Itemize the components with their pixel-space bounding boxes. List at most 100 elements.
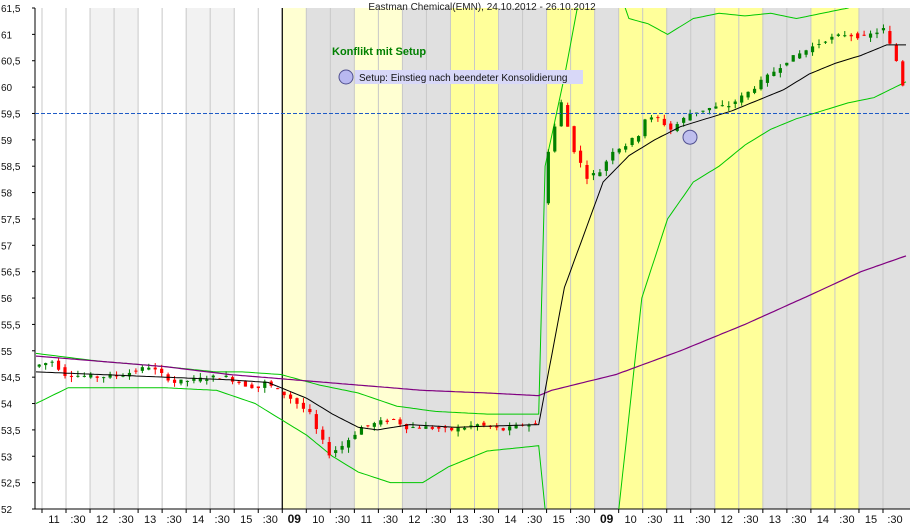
candle-body xyxy=(714,106,718,109)
candle-body xyxy=(205,379,209,381)
setup-entry-marker[interactable] xyxy=(682,129,698,145)
candle-body xyxy=(127,372,132,377)
setup-annotation: Konflikt mit Setup Setup: Einstieg nach … xyxy=(332,46,583,85)
candle-body xyxy=(237,381,241,384)
x-tick-label: 15 xyxy=(865,514,877,525)
candle-body xyxy=(462,427,467,430)
candle-body xyxy=(411,427,415,429)
y-tick-label: 59 xyxy=(1,136,13,147)
candle-body xyxy=(140,367,144,371)
candle-body xyxy=(791,55,795,62)
candle-body xyxy=(546,151,550,204)
candle-body xyxy=(321,429,325,440)
candle-body xyxy=(172,379,177,383)
candle-body xyxy=(443,426,447,428)
candle-body xyxy=(566,105,570,127)
candle-body xyxy=(533,423,538,425)
candle-body xyxy=(256,386,260,389)
moving-average-long-line xyxy=(35,255,907,397)
candle-body xyxy=(224,375,228,378)
candle-body xyxy=(888,31,892,44)
candle-body xyxy=(50,361,54,363)
x-tick-label: 11 xyxy=(361,514,372,525)
y-tick-label: 60 xyxy=(1,83,13,94)
x-tick-label: :30 xyxy=(647,514,662,525)
y-tick-label: 52,5 xyxy=(1,479,21,490)
candle-body xyxy=(662,118,666,126)
setup-label: Setup: Einstieg nach beendeter Konsolidi… xyxy=(359,73,567,84)
candle-body xyxy=(836,34,840,36)
candle-body xyxy=(868,33,873,38)
candle-body xyxy=(514,424,518,429)
x-tick-label: 14 xyxy=(817,514,829,525)
y-tick-label: 58 xyxy=(1,189,13,200)
x-tick-label: :30 xyxy=(431,514,446,525)
candle-body xyxy=(604,161,608,171)
x-tick-label: 15 xyxy=(240,514,252,525)
candle-body xyxy=(153,367,157,370)
candle-body xyxy=(346,440,351,448)
candle-body xyxy=(843,35,847,37)
x-tick-label: :30 xyxy=(166,514,181,525)
candle-body xyxy=(198,377,202,382)
candle-body xyxy=(160,368,164,374)
candle-body xyxy=(624,146,628,150)
x-tick-label: :30 xyxy=(215,514,230,525)
candle-body xyxy=(179,379,183,384)
candle-body xyxy=(862,34,866,36)
candle-body xyxy=(688,113,692,121)
candle-body xyxy=(456,427,460,432)
candle-body xyxy=(121,375,125,377)
candle-body xyxy=(785,62,789,66)
session-band xyxy=(35,8,91,509)
candle-body xyxy=(263,381,267,388)
candle-body xyxy=(114,375,119,377)
candle-body xyxy=(707,107,712,111)
candle-body xyxy=(230,377,235,382)
candle-body xyxy=(881,28,886,31)
candle-body xyxy=(617,148,621,153)
candle-body xyxy=(359,427,364,435)
candle-body xyxy=(63,367,67,376)
candle-body xyxy=(430,427,434,429)
x-tick-label: :30 xyxy=(887,514,902,525)
chart-title: Eastman Chemical(EMN), 24.10.2012 - 26.1… xyxy=(368,2,596,13)
candle-body xyxy=(804,50,808,55)
candles xyxy=(37,24,905,459)
candle-body xyxy=(69,375,74,377)
x-tick-label: :30 xyxy=(383,514,398,525)
candle-body xyxy=(611,151,615,161)
candle-body xyxy=(830,36,834,40)
x-tick-label: :30 xyxy=(743,514,758,525)
x-tick-label: 11 xyxy=(48,514,59,525)
x-tick-label: :30 xyxy=(575,514,590,525)
candle-body xyxy=(675,124,679,131)
x-tick-label: :30 xyxy=(479,514,494,525)
candle-body xyxy=(720,105,724,107)
candle-body xyxy=(475,424,480,427)
candle-body xyxy=(495,425,499,428)
candle-body xyxy=(314,414,318,430)
candle-body xyxy=(598,172,602,177)
candle-body xyxy=(95,376,99,378)
candle-body xyxy=(250,384,254,389)
candle-body xyxy=(398,419,402,425)
candle-body xyxy=(901,61,905,86)
x-tick-label: 11 xyxy=(673,514,684,525)
candle-body xyxy=(875,32,879,35)
candle-body xyxy=(740,95,744,103)
y-tick-label: 55 xyxy=(1,347,13,358)
candle-body xyxy=(727,106,731,108)
candle-body xyxy=(185,380,190,382)
candle-body xyxy=(282,391,286,396)
session-band xyxy=(858,8,910,509)
candle-body xyxy=(353,434,357,439)
candle-body xyxy=(817,43,821,45)
y-tick-label: 57 xyxy=(1,241,13,252)
x-tick-label: 09 xyxy=(600,512,614,525)
y-tick-label: 57,5 xyxy=(1,215,21,226)
candle-body xyxy=(482,422,486,426)
candle-body xyxy=(276,388,280,390)
x-tick-label: 13 xyxy=(456,514,468,525)
